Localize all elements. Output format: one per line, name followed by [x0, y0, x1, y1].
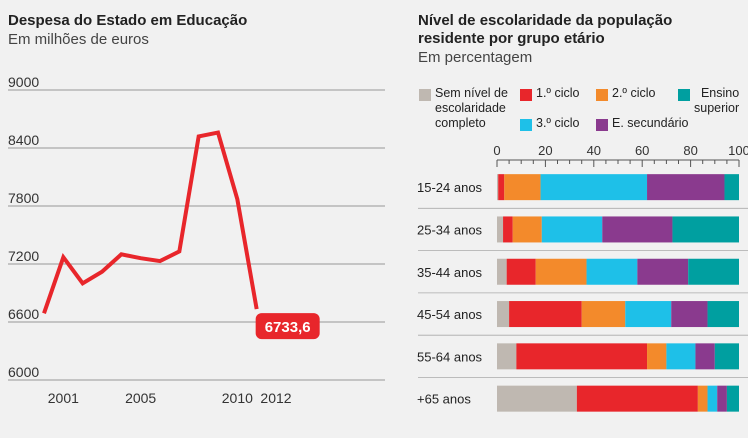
last-value-badge — [255, 313, 320, 340]
category-label: 55-64 anos — [417, 349, 483, 364]
bar-segment — [726, 385, 739, 412]
bar-segment — [576, 385, 698, 412]
bar-segment — [724, 174, 739, 201]
bar-segment — [637, 258, 689, 285]
bar-segment — [671, 301, 708, 328]
x-tick-label: 80 — [683, 143, 697, 158]
bar-segment — [509, 301, 582, 328]
x-tick-label: 20 — [538, 143, 552, 158]
legend-label-line: E. secundário — [612, 116, 689, 130]
legend-label-line: Sem nível de — [435, 86, 508, 100]
legend-label: Sem nível de escolaridade completo — [435, 86, 508, 131]
bar-chart-title-line-2: residente por grupo etário — [418, 30, 605, 47]
category-label: 45-54 anos — [417, 307, 483, 322]
legend-label: Ensino superior — [694, 86, 739, 116]
legend-label: E. secundário — [612, 116, 688, 131]
bar-segment — [602, 216, 673, 243]
legend-label-line: 1.º ciclo — [536, 86, 580, 100]
bar-segment — [497, 385, 577, 412]
y-tick-label: 7200 — [8, 248, 39, 264]
category-label: 35-44 anos — [417, 265, 483, 280]
legend-swatch — [520, 89, 532, 101]
legend-swatch — [520, 119, 532, 131]
y-tick-label: 6000 — [8, 364, 39, 380]
bar-segment — [540, 174, 648, 201]
bar-chart-subtitle: Em percentagem — [418, 49, 533, 66]
bar-segment — [504, 174, 541, 201]
bar-segment — [497, 174, 499, 201]
y-tick-label: 8400 — [8, 132, 39, 148]
category-label: +65 anos — [417, 392, 471, 407]
legend-swatch — [596, 119, 608, 131]
legend-label-line: superior — [694, 101, 740, 115]
bar-segment — [647, 174, 725, 201]
bar-chart: 0 20 40 60 80 100 15-24 anos 25-34 anos 35-44 an… — [417, 143, 748, 412]
bar-segment — [586, 258, 638, 285]
x-tick-label: 0 — [493, 143, 500, 158]
x-tick-label: 2010 — [222, 390, 253, 406]
legend-label: 2.º ciclo — [612, 86, 655, 101]
bar-segment — [516, 343, 648, 370]
y-tick-label: 7800 — [8, 190, 39, 206]
bar-segment — [498, 174, 505, 201]
line-chart-title: Despesa do Estado em Educação — [8, 12, 248, 29]
x-tick-label: 60 — [635, 143, 649, 158]
legend-label-line: 2.º ciclo — [612, 86, 656, 100]
line-chart: 9000 8400 7800 7200 6600 6000 2001 2005 2010 2012… — [8, 74, 385, 406]
line-chart-subtitle: Em milhões de euros — [8, 31, 149, 48]
bar-chart-title-line-1: Nível de escolaridade da população — [418, 12, 673, 29]
legend-swatch — [419, 89, 431, 101]
legend-label: 3.º ciclo — [536, 116, 579, 131]
bar-segment — [672, 216, 739, 243]
bar-segment — [541, 216, 603, 243]
bar-segment — [497, 216, 504, 243]
x-tick-label: 40 — [587, 143, 601, 158]
category-label: 25-34 anos — [417, 222, 483, 237]
bar-segment — [581, 301, 626, 328]
bar-segment — [697, 385, 708, 412]
legend-swatch — [596, 89, 608, 101]
bar-segment — [717, 385, 727, 412]
bar-segment — [497, 343, 517, 370]
bar-segment — [497, 258, 507, 285]
bar-segment — [707, 301, 739, 328]
x-tick-label: 2012 — [260, 390, 291, 406]
bar-segment — [647, 343, 667, 370]
bar-segment — [535, 258, 587, 285]
legend-label-line: completo — [435, 116, 486, 130]
last-value-label: 6733,6 — [265, 319, 311, 336]
legend-label-line: 3.º ciclo — [536, 116, 580, 130]
data-line — [42, 130, 259, 314]
bar-segment — [714, 343, 739, 370]
bar-segment — [625, 301, 672, 328]
bar-segment — [695, 343, 715, 370]
legend-swatch — [678, 89, 690, 101]
x-tick-label: 100 — [728, 143, 748, 158]
legend-label-line: Ensino — [700, 86, 740, 100]
bar-segment — [497, 301, 510, 328]
category-label: 15-24 anos — [417, 180, 483, 195]
legend-label-line: escolaridade — [435, 101, 506, 115]
bar-segment — [512, 216, 542, 243]
y-tick-label: 6600 — [8, 306, 39, 322]
bar-segment — [506, 258, 536, 285]
legend-label: 1.º ciclo — [536, 86, 579, 101]
x-tick-label: 2001 — [48, 390, 79, 406]
bar-segment — [503, 216, 513, 243]
bar-segment — [707, 385, 718, 412]
bar-segment — [666, 343, 696, 370]
bar-segment — [688, 258, 739, 285]
y-tick-label: 9000 — [8, 74, 39, 90]
x-tick-label: 2005 — [125, 390, 156, 406]
